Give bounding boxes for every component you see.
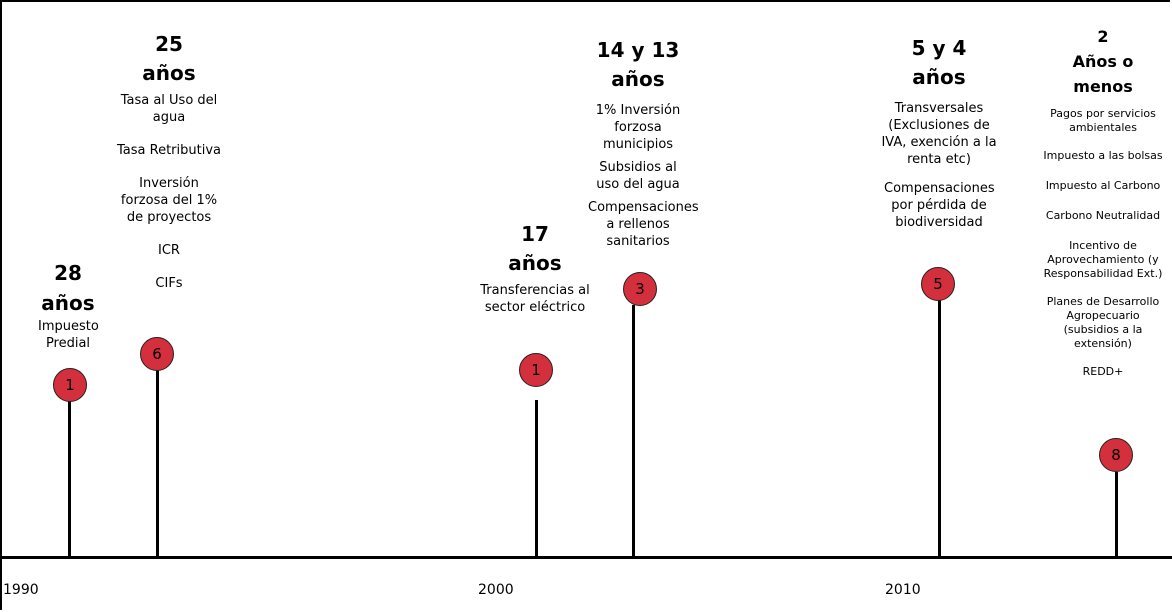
instrument-item: Compensaciones a rellenos sanitarios — [588, 200, 699, 249]
instrument-item: Transferencias al sector eléctrico — [480, 283, 590, 315]
instrument-item: Compensaciones por pérdida de biodiversi… — [884, 181, 995, 230]
year-label-2000: 2000 — [478, 582, 514, 598]
instrument-item: Subsidios al uso del agua — [596, 160, 680, 192]
marker-stem — [1115, 472, 1118, 558]
marker-pin: 8 — [1099, 438, 1133, 472]
instrument-item: 1% Inversión forzosa municipios — [595, 103, 681, 152]
marker-pin: 3 — [623, 272, 657, 306]
marker-group-25-anos: 25 años Tasa al Uso del agua Tasa Retribu… — [104, 30, 234, 292]
instrument-item: Tasa Retributiva — [117, 143, 221, 158]
instrument-item: Incentivo de Aprovechamiento (y Responsa… — [1043, 239, 1163, 280]
marker-stem — [938, 298, 941, 558]
marker-heading: 2 Años o menos — [1072, 27, 1134, 96]
marker-group-17-anos: 17 años Transferencias al sector eléctric… — [470, 220, 600, 316]
year-label-1990: 1990 — [3, 582, 39, 598]
instrument-item: REDD+ — [1082, 365, 1124, 378]
marker-pin: 6 — [140, 337, 174, 371]
marker-group-5-y-4-anos: 5 y 4 años Transversales (Exclusiones de … — [874, 34, 1004, 231]
instrument-item: Carbono Neutralidad — [1045, 209, 1161, 222]
instrument-item: Tasa al Uso del agua — [120, 93, 218, 125]
instrument-item: Impuesto al Carbono — [1045, 179, 1161, 192]
timeline-axis — [0, 556, 1172, 559]
marker-heading: 17 años — [508, 222, 562, 275]
instrument-item: Inversión forzosa del 1% de proyectos — [120, 176, 218, 225]
marker-pin: 1 — [519, 353, 553, 387]
marker-group-14-y-13-anos: 14 y 13 años 1% Inversión forzosa municip… — [583, 36, 699, 250]
instrument-item: Impuesto a las bolsas — [1043, 149, 1163, 162]
marker-group-28-anos: 28 años Impuesto Predial — [28, 258, 108, 352]
year-label-2010: 2010 — [885, 582, 921, 598]
marker-pin: 5 — [921, 267, 955, 301]
marker-heading: 5 y 4 años — [911, 36, 967, 89]
instrument-item: ICR — [158, 243, 180, 258]
instrument-item: Planes de Desarrollo Agropecuario (subsi… — [1046, 295, 1160, 350]
marker-stem — [68, 400, 71, 558]
marker-group-2-anos-o-menos: 2 Años o menos Pagos por servicios ambient… — [1036, 24, 1170, 379]
marker-pin: 1 — [53, 368, 87, 402]
instrument-item: Pagos por servicios ambientales — [1050, 107, 1156, 134]
instrument-item: Transversales (Exclusiones de IVA, exenc… — [881, 101, 997, 167]
marker-heading: 28 años — [41, 261, 95, 315]
marker-stem — [632, 305, 635, 558]
instrument-item: CIFs — [155, 276, 183, 291]
marker-heading: 14 y 13 años — [596, 38, 680, 91]
marker-heading: 25 años — [142, 32, 196, 85]
marker-stem — [156, 370, 159, 558]
instrument-item: Impuesto Predial — [38, 319, 99, 351]
marker-stem — [535, 400, 538, 558]
